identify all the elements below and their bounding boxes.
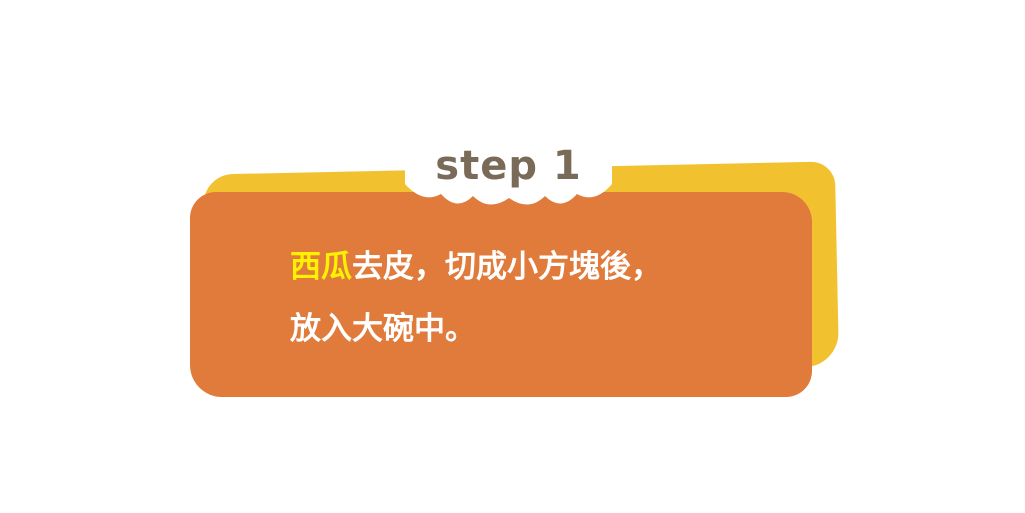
step-cloud-tab (405, 128, 612, 205)
instruction-line-1: 西瓜去皮，切成小方塊後， (290, 236, 790, 298)
instruction-card (190, 192, 812, 397)
step-label: step 1 (435, 143, 582, 189)
instruction-line-2: 放入大碗中。 (290, 311, 476, 347)
instruction-line-1-rest: 去皮，切成小方塊後， (352, 249, 662, 285)
instruction-highlight: 西瓜 (290, 249, 352, 285)
instruction-text: 西瓜去皮，切成小方塊後， 放入大碗中。 (290, 236, 790, 360)
